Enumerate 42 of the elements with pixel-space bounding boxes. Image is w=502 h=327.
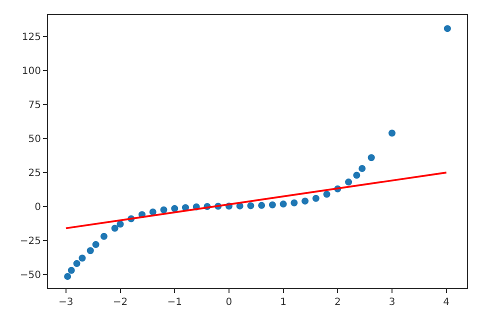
point	[312, 194, 320, 202]
y-tick-label: 0	[34, 202, 41, 214]
point	[353, 172, 360, 179]
point	[268, 201, 276, 208]
point	[345, 178, 352, 186]
point	[247, 202, 254, 210]
x-tick-label: −2	[112, 297, 128, 308]
point	[280, 200, 287, 208]
y-tick-label: 125	[22, 32, 41, 44]
point	[100, 232, 108, 240]
point	[73, 260, 80, 268]
x-tick-label: 4	[443, 297, 450, 308]
x-tick-label: 2	[334, 297, 341, 308]
point	[358, 164, 366, 172]
point	[92, 241, 100, 248]
x-tick-label: 1	[280, 297, 286, 308]
y-tick-label: −25	[20, 236, 41, 247]
y-tick-label: 75	[28, 100, 41, 112]
x-tick-label: −1	[167, 297, 182, 308]
point	[323, 190, 330, 198]
point	[149, 208, 156, 216]
point	[302, 198, 309, 205]
x-tick-label: 3	[388, 297, 396, 308]
y-tick-label: −50	[20, 270, 41, 281]
y-tick-label: 100	[22, 66, 41, 78]
point	[78, 254, 86, 262]
point	[116, 220, 124, 228]
point	[64, 272, 72, 280]
point	[444, 25, 451, 32]
point	[258, 202, 266, 209]
point	[388, 130, 396, 137]
point	[86, 247, 94, 254]
point	[111, 224, 118, 232]
x-tick-label: 0	[226, 297, 232, 308]
point	[68, 266, 75, 274]
point	[290, 199, 298, 206]
point	[368, 154, 375, 162]
y-tick-label: 25	[28, 168, 41, 180]
point	[160, 206, 168, 214]
point	[171, 205, 178, 212]
x-tick-label: −3	[58, 297, 74, 308]
y-tick-label: 50	[28, 134, 41, 146]
